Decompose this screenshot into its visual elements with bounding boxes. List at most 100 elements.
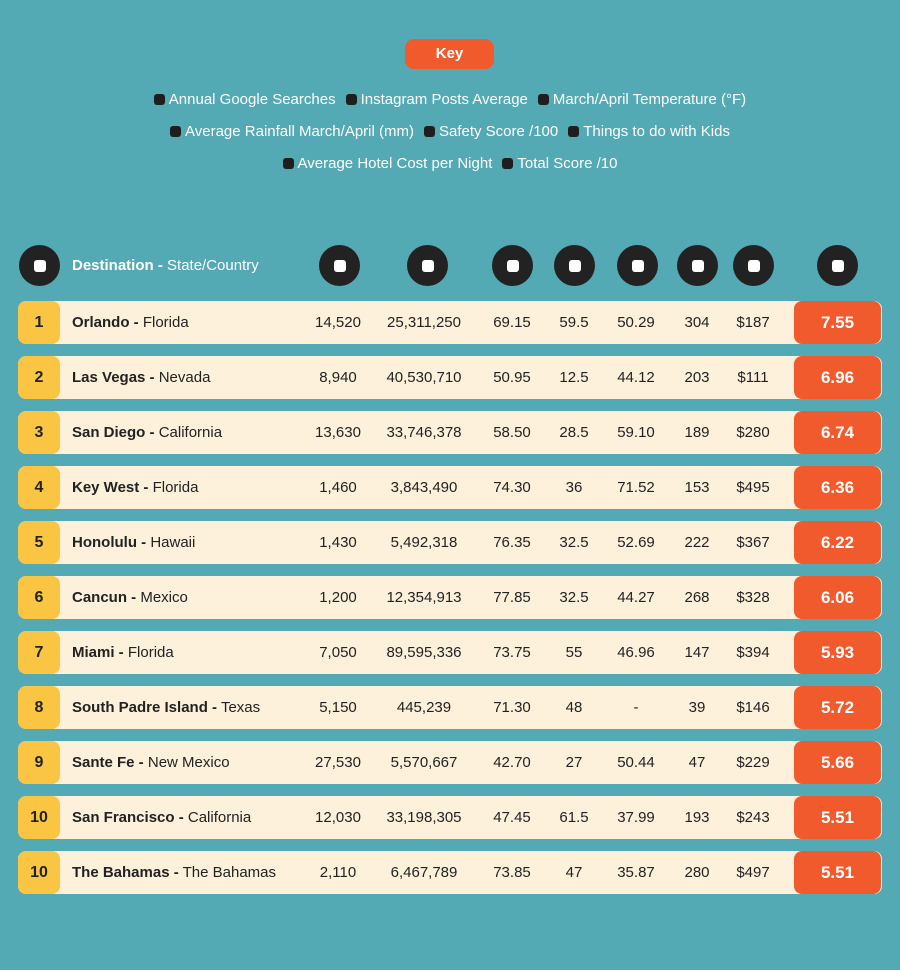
header-icon [817, 245, 858, 286]
destination: Cancun - Mexico [72, 576, 188, 619]
total-score: 6.06 [794, 576, 881, 619]
destination: Honolulu - Hawaii [72, 521, 195, 564]
cell: 8,940 [319, 369, 357, 386]
header-state: State/Country [167, 257, 259, 274]
cell: 71.52 [617, 479, 655, 496]
rank: 8 [18, 686, 60, 729]
destination: South Padre Island - Texas [72, 686, 260, 729]
cell: 40,530,710 [386, 369, 462, 386]
cell: 47 [688, 754, 706, 771]
cell: 12.5 [559, 369, 589, 386]
key-text: Average Rainfall March/April (mm) [185, 123, 414, 140]
key-line: Average Hotel Cost per Night Total Score … [0, 155, 900, 172]
cell: 189 [684, 424, 710, 441]
key-icon [345, 94, 357, 105]
destination-name: Miami - [72, 644, 124, 661]
cell: 27,530 [315, 754, 361, 771]
cell: $229 [736, 754, 770, 771]
destination-name: Las Vegas - [72, 369, 155, 386]
cell: 73.85 [493, 864, 531, 881]
destination: Orlando - Florida [72, 301, 189, 344]
destination-name: South Padre Island - [72, 699, 218, 716]
cell: 46.96 [617, 644, 655, 661]
destination-name: Key West - [72, 479, 149, 496]
key-item: Average Hotel Cost per Night [282, 155, 493, 172]
cell: 48 [565, 699, 583, 716]
destination-state: California [158, 424, 223, 441]
cell: 2,110 [319, 864, 357, 881]
key-item: Things to do with Kids [568, 123, 730, 140]
cell: $495 [736, 479, 770, 496]
icon-glyph [831, 259, 844, 272]
cell: 59.5 [559, 314, 589, 331]
rank: 5 [18, 521, 60, 564]
cell: 58.50 [493, 424, 531, 441]
destination: San Francisco - California [72, 796, 251, 839]
rank: 3 [18, 411, 60, 454]
icon-glyph [506, 259, 519, 272]
destination: San Diego - California [72, 411, 222, 454]
destination-state: Florida [127, 644, 174, 661]
key-icon [153, 94, 165, 105]
key-text: Instagram Posts Average [360, 91, 528, 108]
cell: 50.44 [617, 754, 655, 771]
cell: 27 [565, 754, 583, 771]
header-icon [407, 245, 448, 286]
rank: 9 [18, 741, 60, 784]
header-icon [677, 245, 718, 286]
key-item: Average Rainfall March/April (mm) [170, 123, 414, 140]
key-icon [170, 126, 182, 137]
row-bg [18, 796, 882, 839]
destination-name: San Diego - [72, 424, 155, 441]
total-score: 6.36 [794, 466, 881, 509]
key-text: March/April Temperature (°F) [552, 91, 747, 108]
destination: Miami - Florida [72, 631, 174, 674]
destination-state: Florida [142, 314, 189, 331]
destination-state: Hawaii [150, 534, 196, 551]
key-text: Average Hotel Cost per Night [297, 155, 493, 172]
cell: 153 [684, 479, 710, 496]
row-bg [18, 521, 882, 564]
destination-name: Cancun - [72, 589, 137, 606]
cell: 47.45 [493, 809, 531, 826]
total-score: 7.55 [794, 301, 881, 344]
cell: 12,354,913 [386, 589, 462, 606]
cell: 32.5 [559, 534, 589, 551]
icon-glyph [33, 259, 46, 272]
cell: $187 [736, 314, 770, 331]
cell: 222 [684, 534, 710, 551]
total-score: 5.93 [794, 631, 881, 674]
header-destination: Destination - [72, 257, 163, 274]
row-bg [18, 411, 882, 454]
rank: 7 [18, 631, 60, 674]
icon-glyph [421, 259, 434, 272]
destination: Key West - Florida [72, 466, 198, 509]
total-score: 5.51 [794, 851, 881, 894]
cell: 89,595,336 [386, 644, 462, 661]
cell: 13,630 [315, 424, 361, 441]
header-icon [492, 245, 533, 286]
cell: 1,460 [319, 479, 357, 496]
rank: 2 [18, 356, 60, 399]
header-icon [19, 245, 60, 286]
rank: 6 [18, 576, 60, 619]
cell: $146 [736, 699, 770, 716]
cell: 74.30 [493, 479, 531, 496]
header-icon [554, 245, 595, 286]
total-score: 5.51 [794, 796, 881, 839]
header-icon [733, 245, 774, 286]
cell: 44.27 [617, 589, 655, 606]
destination-name: Orlando - [72, 314, 139, 331]
header-label: Destination - State/Country [72, 257, 259, 274]
cell: 33,746,378 [386, 424, 462, 441]
destination-state: Mexico [140, 589, 188, 606]
row-bg [18, 741, 882, 784]
cell: 33,198,305 [386, 809, 462, 826]
total-score: 6.22 [794, 521, 881, 564]
rank: 1 [18, 301, 60, 344]
cell: 5,150 [319, 699, 357, 716]
cell: 35.87 [617, 864, 655, 881]
destination-state: Florida [152, 479, 199, 496]
cell: 32.5 [559, 589, 589, 606]
cell: 52.69 [617, 534, 655, 551]
